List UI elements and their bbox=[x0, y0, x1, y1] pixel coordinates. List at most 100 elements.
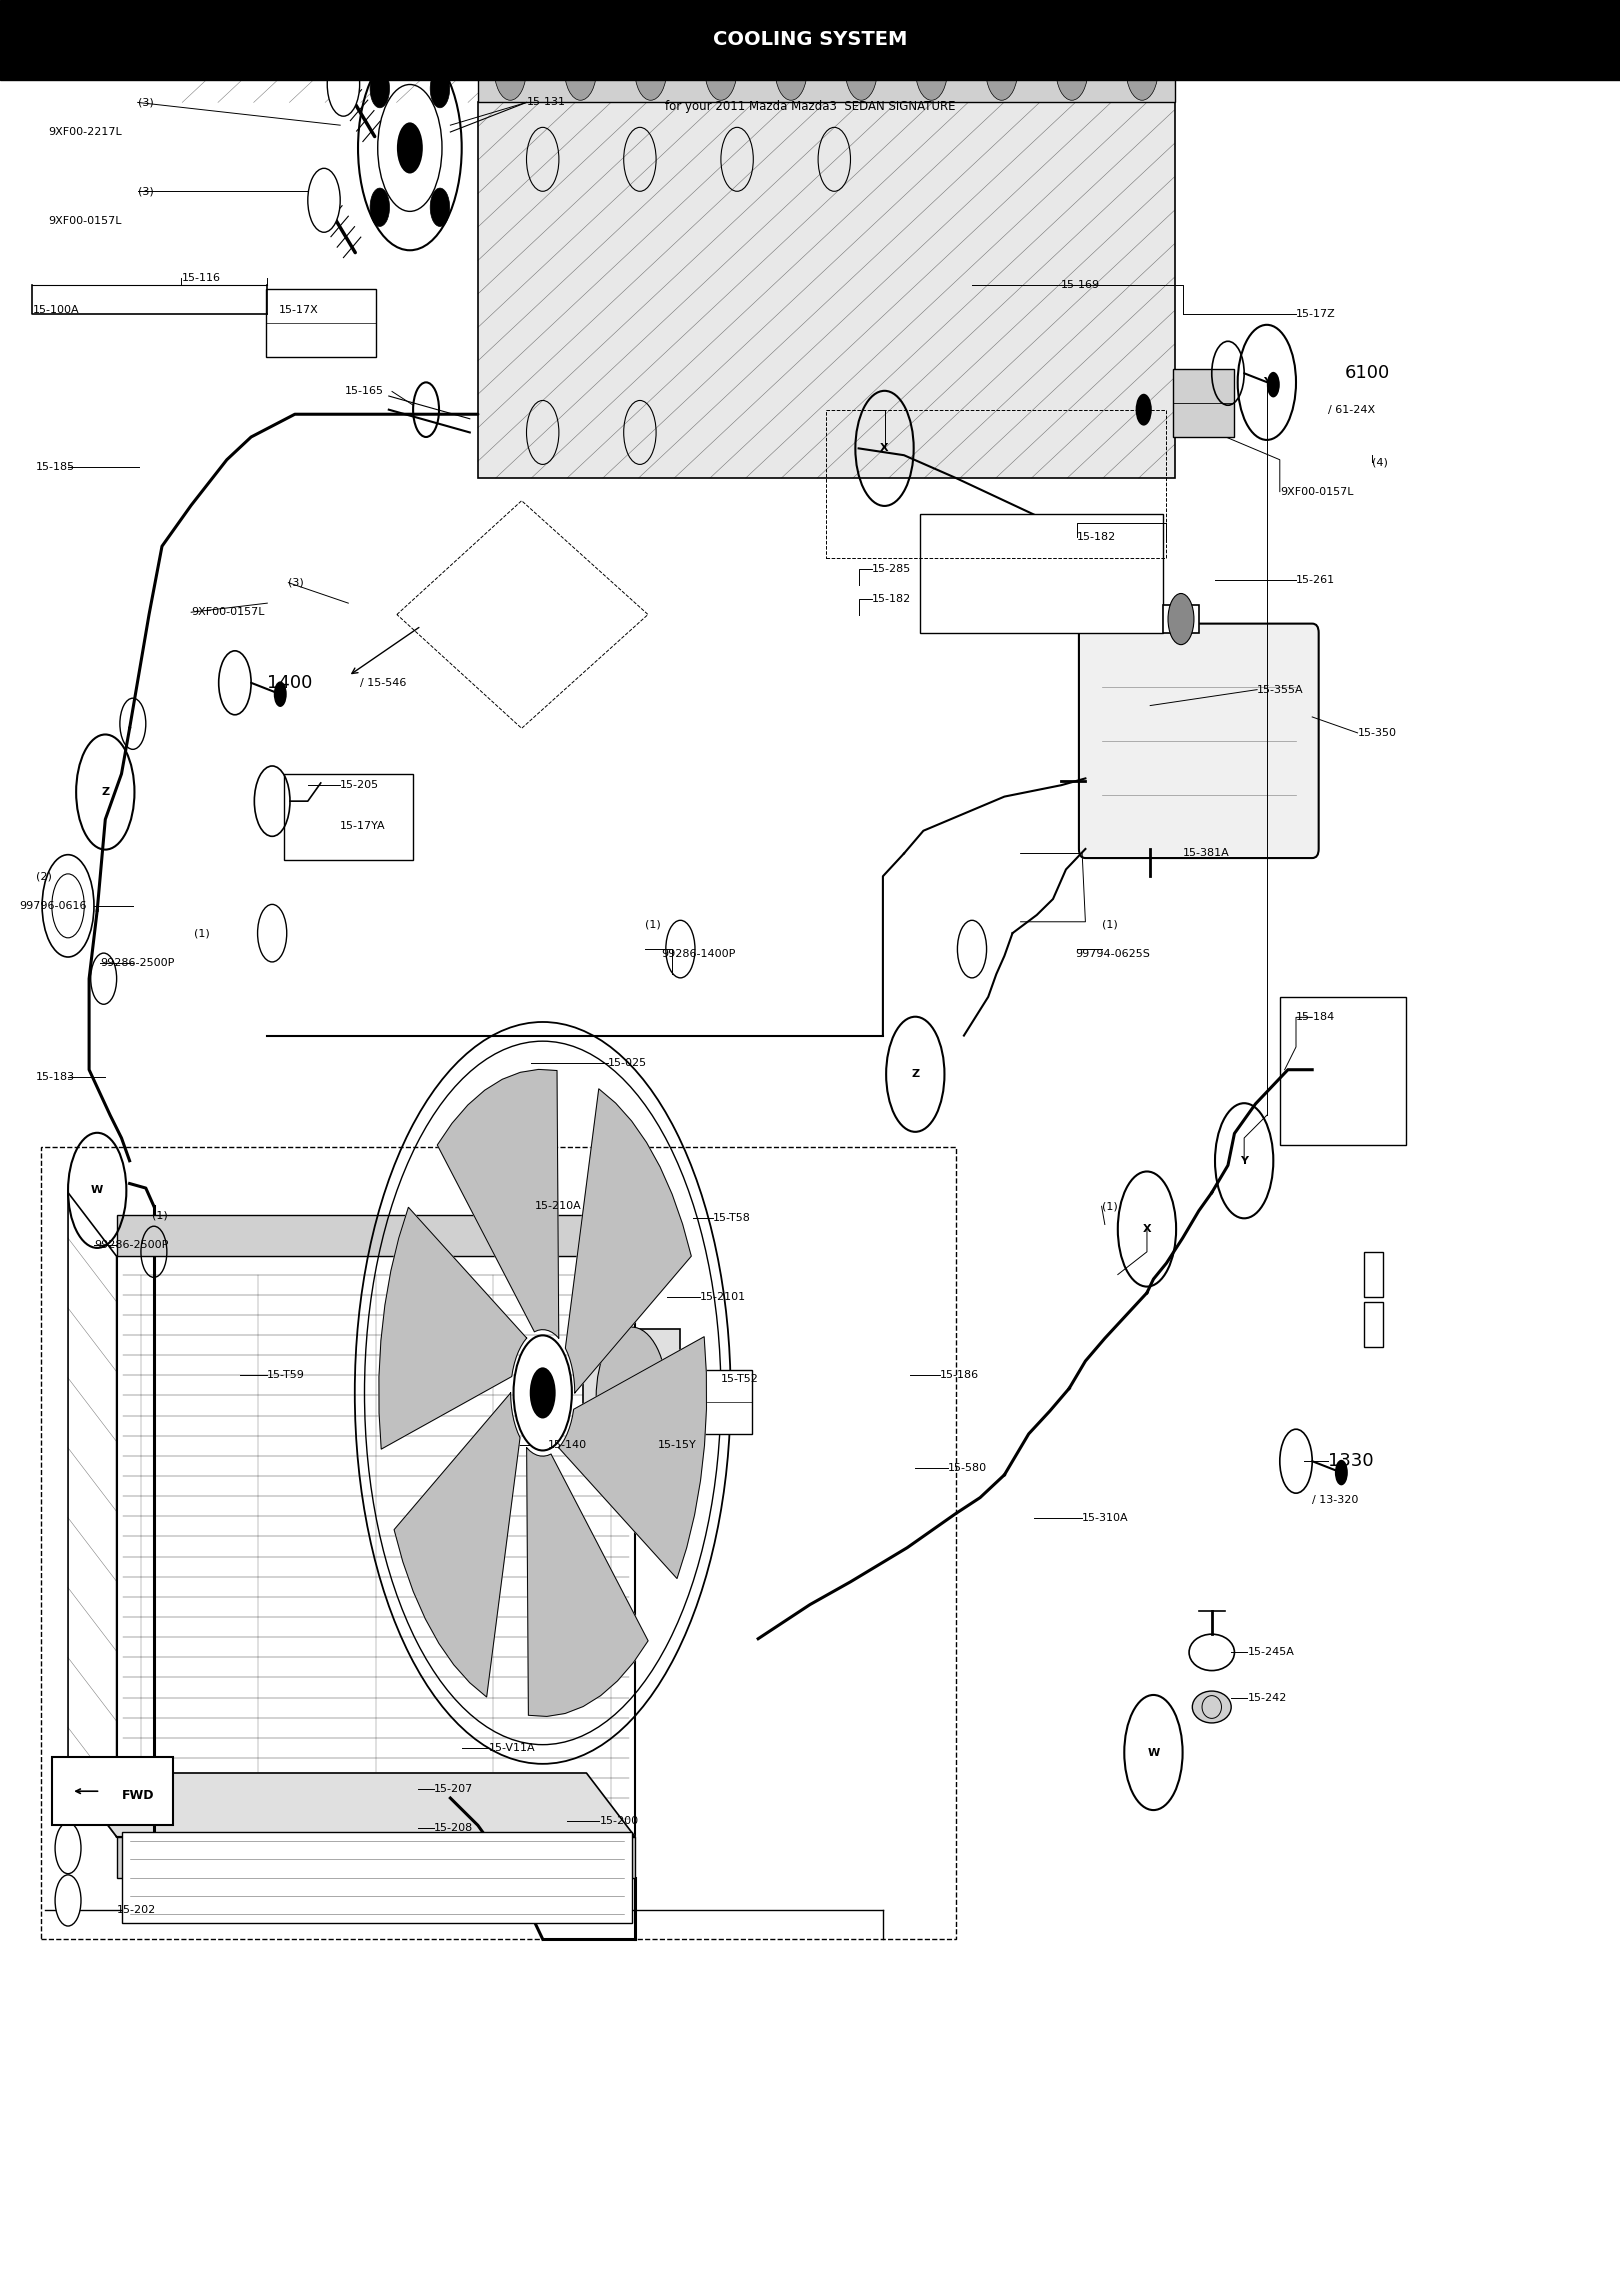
Text: 99286-2500P: 99286-2500P bbox=[100, 958, 175, 967]
Text: Y: Y bbox=[1241, 1156, 1247, 1165]
Text: 9XF00-0157L: 9XF00-0157L bbox=[1280, 487, 1353, 496]
Text: 15-208: 15-208 bbox=[434, 1823, 473, 1832]
Text: (1): (1) bbox=[152, 1211, 168, 1220]
Ellipse shape bbox=[1126, 36, 1158, 100]
Text: 15-186: 15-186 bbox=[940, 1370, 978, 1379]
Ellipse shape bbox=[1056, 36, 1089, 100]
Text: 15-381A: 15-381A bbox=[1183, 849, 1230, 858]
Text: 15-131: 15-131 bbox=[526, 98, 565, 107]
Text: Z: Z bbox=[100, 787, 110, 797]
Text: (2): (2) bbox=[36, 872, 52, 881]
Text: (1): (1) bbox=[645, 920, 661, 929]
Polygon shape bbox=[379, 1206, 526, 1450]
Bar bbox=[478, 34, 1174, 102]
Text: 15-T59: 15-T59 bbox=[267, 1370, 305, 1379]
Ellipse shape bbox=[274, 681, 287, 708]
Bar bbox=[40, 1147, 956, 1939]
Bar bbox=[920, 514, 1163, 633]
Text: 15-310A: 15-310A bbox=[1082, 1514, 1129, 1523]
Polygon shape bbox=[394, 1393, 520, 1698]
Ellipse shape bbox=[705, 36, 737, 100]
Text: COOLING SYSTEM: COOLING SYSTEM bbox=[713, 30, 907, 50]
Bar bbox=[284, 774, 413, 860]
Ellipse shape bbox=[431, 189, 450, 225]
Ellipse shape bbox=[1192, 1691, 1231, 1723]
Ellipse shape bbox=[55, 1823, 81, 1873]
Text: 15-17Z: 15-17Z bbox=[1296, 310, 1336, 319]
Polygon shape bbox=[526, 1448, 648, 1716]
Ellipse shape bbox=[327, 52, 360, 116]
Text: FWD: FWD bbox=[122, 1789, 154, 1803]
Text: 15-285: 15-285 bbox=[872, 564, 910, 574]
Text: X: X bbox=[880, 444, 889, 453]
Text: (4): (4) bbox=[1372, 457, 1388, 467]
Text: 15-169: 15-169 bbox=[1061, 280, 1100, 289]
Text: / 13-320: / 13-320 bbox=[1312, 1495, 1359, 1504]
Text: 15-350: 15-350 bbox=[1358, 728, 1396, 737]
Text: 15-184: 15-184 bbox=[1296, 1013, 1335, 1022]
Text: 15-15Y: 15-15Y bbox=[658, 1441, 697, 1450]
Ellipse shape bbox=[397, 123, 423, 173]
Text: 1400: 1400 bbox=[267, 674, 313, 692]
Ellipse shape bbox=[1168, 594, 1194, 644]
Bar bbox=[122, 1832, 632, 1923]
Text: 15-242: 15-242 bbox=[1247, 1693, 1286, 1702]
Text: for your 2011 Mazda Mazda3  SEDAN SIGNATURE: for your 2011 Mazda Mazda3 SEDAN SIGNATU… bbox=[664, 100, 956, 114]
Bar bbox=[117, 1256, 635, 1837]
Ellipse shape bbox=[774, 36, 807, 100]
Bar bbox=[266, 289, 376, 357]
Text: 15-V11A: 15-V11A bbox=[489, 1743, 536, 1753]
Text: 15-355A: 15-355A bbox=[1257, 685, 1304, 694]
Text: Y: Y bbox=[1264, 378, 1270, 387]
Text: 15-116: 15-116 bbox=[181, 273, 220, 282]
Bar bbox=[1364, 1252, 1383, 1297]
Bar bbox=[117, 1837, 635, 1878]
Text: 15-140: 15-140 bbox=[548, 1441, 586, 1450]
Ellipse shape bbox=[1335, 1459, 1348, 1486]
Text: X: X bbox=[1142, 1224, 1152, 1234]
Text: 15-17X: 15-17X bbox=[279, 305, 319, 314]
Text: 15-100A: 15-100A bbox=[32, 305, 79, 314]
Text: 15-205: 15-205 bbox=[340, 781, 379, 790]
Text: / 61-24X: / 61-24X bbox=[1328, 405, 1375, 414]
Ellipse shape bbox=[55, 1875, 81, 1925]
Text: 15-165: 15-165 bbox=[345, 387, 384, 396]
Ellipse shape bbox=[1267, 371, 1280, 398]
Ellipse shape bbox=[369, 189, 389, 225]
Polygon shape bbox=[68, 1773, 635, 1837]
Ellipse shape bbox=[985, 36, 1017, 100]
Text: (1): (1) bbox=[194, 929, 211, 938]
Text: (1): (1) bbox=[1102, 1202, 1118, 1211]
Polygon shape bbox=[559, 1336, 706, 1580]
Text: 9XF00-2217L: 9XF00-2217L bbox=[49, 127, 123, 137]
Text: 99286-2500P: 99286-2500P bbox=[94, 1240, 168, 1250]
Text: 15-025: 15-025 bbox=[608, 1058, 646, 1067]
Text: 1330: 1330 bbox=[1328, 1452, 1374, 1470]
Text: 15-2101: 15-2101 bbox=[700, 1293, 745, 1302]
Bar bbox=[1173, 369, 1234, 437]
Ellipse shape bbox=[564, 36, 596, 100]
FancyBboxPatch shape bbox=[52, 1757, 173, 1825]
Text: 15-261: 15-261 bbox=[1296, 576, 1335, 585]
Bar bbox=[1364, 1302, 1383, 1347]
Text: 15-T58: 15-T58 bbox=[713, 1213, 750, 1222]
Ellipse shape bbox=[530, 1368, 556, 1418]
Text: 15-182: 15-182 bbox=[1077, 533, 1116, 542]
Text: (1): (1) bbox=[1102, 920, 1118, 929]
Text: 15-185: 15-185 bbox=[36, 462, 75, 471]
Text: W: W bbox=[91, 1186, 104, 1195]
Text: 15-202: 15-202 bbox=[117, 1905, 156, 1914]
Bar bbox=[1163, 605, 1199, 633]
Text: 15-17YA: 15-17YA bbox=[340, 822, 386, 831]
Bar bbox=[583, 1329, 680, 1466]
Text: 15-183: 15-183 bbox=[36, 1072, 75, 1081]
FancyBboxPatch shape bbox=[1079, 624, 1319, 858]
Text: 99796-0616: 99796-0616 bbox=[19, 901, 87, 910]
Bar bbox=[478, 102, 1174, 478]
Text: 15-207: 15-207 bbox=[434, 1784, 473, 1793]
Ellipse shape bbox=[915, 36, 948, 100]
Text: 99286-1400P: 99286-1400P bbox=[661, 949, 735, 958]
Ellipse shape bbox=[1136, 394, 1152, 426]
Bar bbox=[1280, 997, 1406, 1145]
Text: 9XF00-0157L: 9XF00-0157L bbox=[191, 608, 264, 617]
